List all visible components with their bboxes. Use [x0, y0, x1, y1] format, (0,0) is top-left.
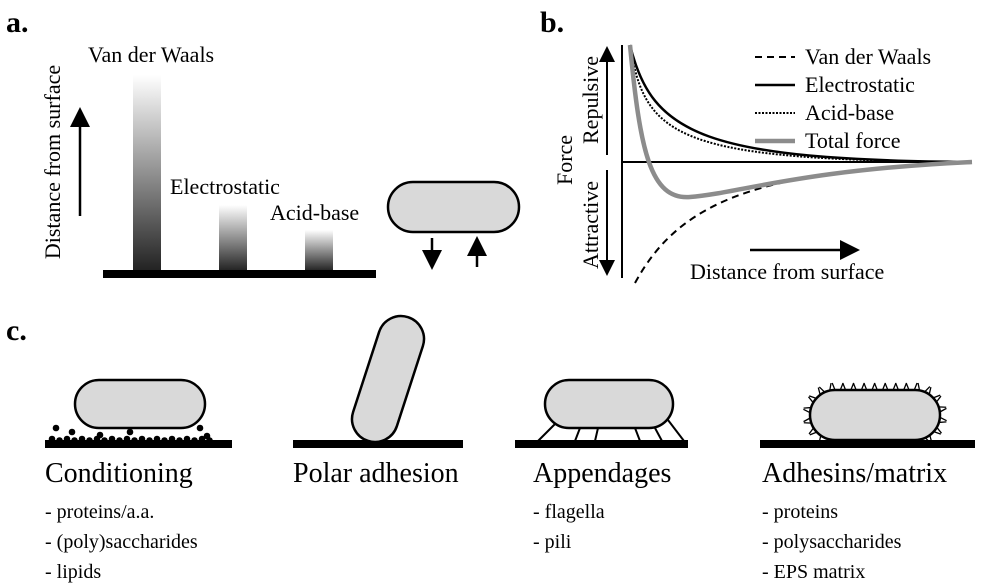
mechanism-item: - proteins: [762, 501, 838, 523]
bacterium: [75, 380, 205, 428]
particle: [169, 436, 176, 443]
particle: [139, 436, 146, 443]
particle: [161, 437, 168, 444]
particle: [109, 436, 116, 443]
mechanism-title: Adhesins/matrix: [762, 458, 947, 489]
panel-a: a. Distance from surface Van der Waals E…: [6, 6, 519, 278]
bacterium: [810, 390, 940, 440]
particle: [71, 437, 78, 444]
mechanism-item: - polysaccharides: [762, 531, 902, 553]
x-axis-label: Distance from surface: [690, 259, 884, 284]
particle: [64, 436, 71, 443]
particle: [97, 432, 104, 439]
particle: [86, 437, 93, 444]
mechanism-title: Conditioning: [45, 458, 193, 489]
particle: [69, 429, 76, 436]
force-bar: [133, 75, 161, 271]
particle: [146, 437, 153, 444]
panel-b: b. Force Repulsive Attractive Van der Wa…: [540, 6, 972, 284]
bacterium: [545, 380, 673, 428]
particle: [154, 436, 161, 443]
legend-entry: Total force: [805, 128, 901, 153]
mechanism-item: - proteins/a.a.: [45, 501, 154, 523]
particle: [124, 436, 131, 443]
mechanism-title: Appendages: [533, 458, 671, 489]
legend-entry: Electrostatic: [805, 72, 915, 97]
mechanism-item: - pili: [533, 531, 572, 553]
bacterium: [346, 310, 430, 448]
particle: [176, 437, 183, 444]
panel-label: c.: [6, 314, 27, 347]
y-axis-top-label: Repulsive: [578, 56, 603, 144]
particle: [131, 437, 138, 444]
surface: [103, 270, 376, 278]
particle: [127, 429, 134, 436]
force-bar: [305, 230, 333, 271]
particle: [49, 436, 56, 443]
bar-label: Acid-base: [270, 200, 359, 225]
panel-label: a.: [6, 6, 29, 39]
bar-label: Van der Waals: [88, 42, 214, 67]
bacterium: [388, 182, 519, 232]
particle: [204, 433, 211, 440]
legend-entry: Van der Waals: [805, 44, 931, 69]
y-axis-bottom-label: Attractive: [578, 181, 603, 269]
force-bar: [219, 205, 247, 271]
particle: [116, 437, 123, 444]
figure: a. Distance from surface Van der Waals E…: [0, 0, 1000, 585]
particle: [184, 436, 191, 443]
particle: [79, 436, 86, 443]
mechanism-item: - lipids: [45, 561, 101, 583]
mechanism-item: - (poly)saccharides: [45, 531, 198, 553]
panel-label: b.: [540, 6, 564, 39]
particle: [56, 437, 63, 444]
particle: [53, 425, 60, 432]
particle: [191, 437, 198, 444]
y-axis-label: Force: [552, 135, 577, 185]
particle: [197, 425, 204, 432]
y-axis-label: Distance from surface: [40, 65, 65, 259]
surface: [515, 440, 688, 448]
mechanism-title: Polar adhesion: [293, 458, 459, 489]
bar-label: Electrostatic: [170, 174, 280, 199]
mechanism-item: - flagella: [533, 501, 605, 523]
panel-c: c. Conditioning - proteins/a.a. - (poly)sa…: [6, 310, 975, 583]
legend-entry: Acid-base: [805, 100, 894, 125]
mechanism-item: - EPS matrix: [762, 561, 865, 583]
particle: [101, 437, 108, 444]
